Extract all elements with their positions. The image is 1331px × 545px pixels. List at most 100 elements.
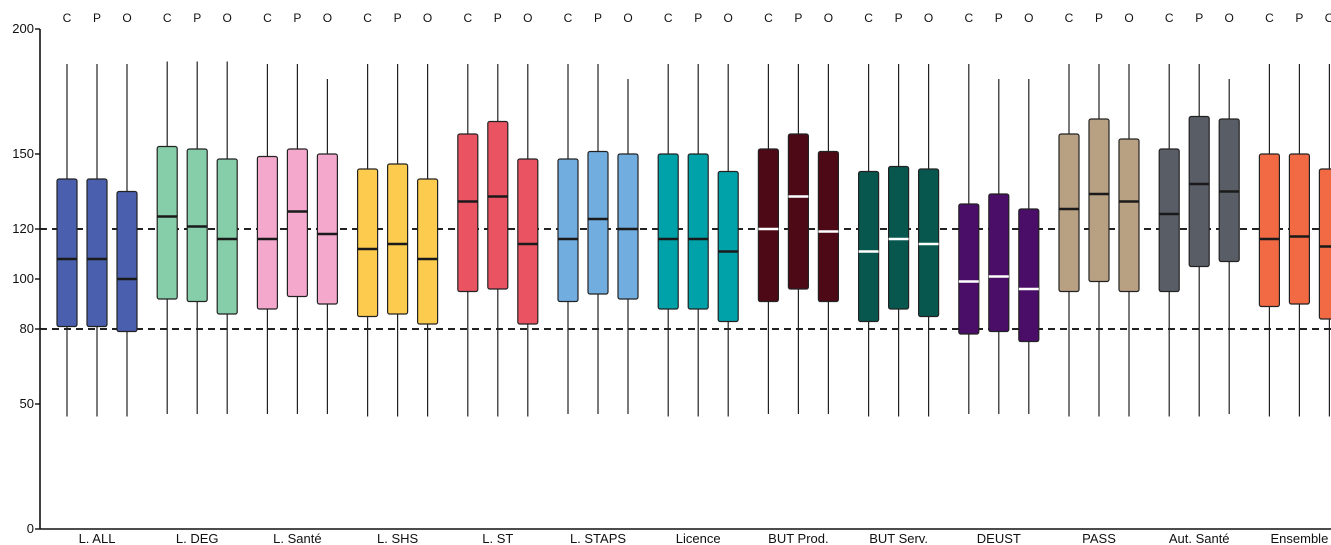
- subgroup-label: C: [63, 11, 72, 25]
- subgroup-label: C: [864, 11, 873, 25]
- y-tick-label: 200: [12, 21, 34, 36]
- y-tick-label: 150: [12, 146, 34, 161]
- y-tick-label: 0: [27, 521, 34, 536]
- subgroup-label: P: [995, 11, 1003, 25]
- box: [387, 163, 409, 315]
- box-group: [357, 64, 439, 417]
- subgroup-label: P: [293, 11, 301, 25]
- box-group: [457, 64, 539, 417]
- subgroup-label: O: [1124, 11, 1133, 25]
- category-label: Aut. Santé: [1169, 531, 1230, 545]
- category-label: Ensemble: [1270, 531, 1328, 545]
- box: [587, 150, 609, 295]
- box: [787, 133, 810, 290]
- subgroup-label: O: [122, 11, 131, 25]
- box: [988, 193, 1010, 333]
- box-group: [1258, 64, 1331, 417]
- subgroup-label: C: [764, 11, 773, 25]
- subgroup-label: P: [193, 11, 201, 25]
- box-group: [256, 64, 338, 414]
- box: [86, 178, 108, 328]
- subgroup-label: P: [1195, 11, 1203, 25]
- box: [1288, 153, 1311, 305]
- subgroup-label: O: [423, 11, 432, 25]
- box-group: [1058, 64, 1140, 417]
- box-group: [1158, 64, 1240, 417]
- y-tick-label: 50: [20, 396, 34, 411]
- box: [116, 190, 138, 333]
- box: [216, 158, 238, 315]
- subgroup-label: O: [824, 11, 833, 25]
- subgroup-label: C: [964, 11, 973, 25]
- box: [417, 178, 439, 325]
- subgroup-label: P: [93, 11, 101, 25]
- box-group: [757, 64, 840, 414]
- subgroup-label: P: [394, 11, 402, 25]
- box: [1318, 168, 1331, 320]
- box: [1188, 115, 1210, 268]
- box: [717, 170, 739, 323]
- box: [657, 153, 679, 310]
- box: [186, 148, 208, 303]
- box: [1258, 153, 1281, 308]
- box: [1018, 208, 1040, 343]
- box: [887, 165, 910, 310]
- category-label: BUT Prod.: [768, 531, 828, 545]
- axes: [35, 28, 1331, 530]
- subgroup-label: C: [1165, 11, 1174, 25]
- subgroup-label: O: [1024, 11, 1033, 25]
- subgroup-label: P: [794, 11, 802, 25]
- category-label: L. ALL: [79, 531, 116, 545]
- box: [517, 158, 539, 325]
- box-group: [56, 64, 138, 417]
- box: [286, 148, 308, 298]
- box: [557, 158, 579, 303]
- subgroup-label: C: [1265, 11, 1274, 25]
- box-group: [557, 64, 639, 414]
- box: [487, 120, 509, 290]
- box: [156, 145, 178, 300]
- category-label: Licence: [676, 531, 721, 545]
- y-tick-label: 120: [12, 221, 34, 236]
- subgroup-label: P: [1095, 11, 1103, 25]
- category-label: BUT Serv.: [869, 531, 928, 545]
- box-groups: [56, 61, 1331, 417]
- subgroup-label: C: [664, 11, 673, 25]
- box: [56, 178, 78, 328]
- box: [958, 203, 980, 335]
- box: [1218, 118, 1240, 263]
- subgroup-label: C: [564, 11, 573, 25]
- box: [617, 153, 639, 300]
- subgroup-label: O: [323, 11, 332, 25]
- box: [1118, 138, 1140, 293]
- box-group: [958, 64, 1040, 414]
- subgroup-label: P: [694, 11, 702, 25]
- labels: 0 50 80 100 120 150 200 C P O L. ALL C P O L. DEG C P O L.…: [12, 11, 1331, 545]
- box: [917, 168, 940, 318]
- subgroup-label: O: [523, 11, 532, 25]
- subgroup-label: C: [463, 11, 472, 25]
- subgroup-label: P: [494, 11, 502, 25]
- category-label: L. Santé: [273, 531, 321, 545]
- box: [357, 168, 379, 318]
- subgroup-label: O: [1225, 11, 1234, 25]
- subgroup-label: O: [623, 11, 632, 25]
- category-label: L. STAPS: [570, 531, 626, 545]
- box: [857, 170, 880, 323]
- subgroup-label: P: [895, 11, 903, 25]
- box: [1088, 118, 1110, 283]
- box: [757, 148, 780, 303]
- subgroup-label: C: [363, 11, 372, 25]
- y-tick-label: 80: [20, 321, 34, 336]
- subgroup-label: P: [1295, 11, 1303, 25]
- category-label: PASS: [1082, 531, 1116, 545]
- box-group: [857, 64, 940, 417]
- category-label: L. ST: [482, 531, 513, 545]
- box: [687, 153, 709, 310]
- box-group: [156, 61, 238, 414]
- y-tick-label: 100: [12, 271, 34, 286]
- box-group: [657, 64, 739, 417]
- box: [256, 155, 278, 310]
- category-label: DEUST: [977, 531, 1021, 545]
